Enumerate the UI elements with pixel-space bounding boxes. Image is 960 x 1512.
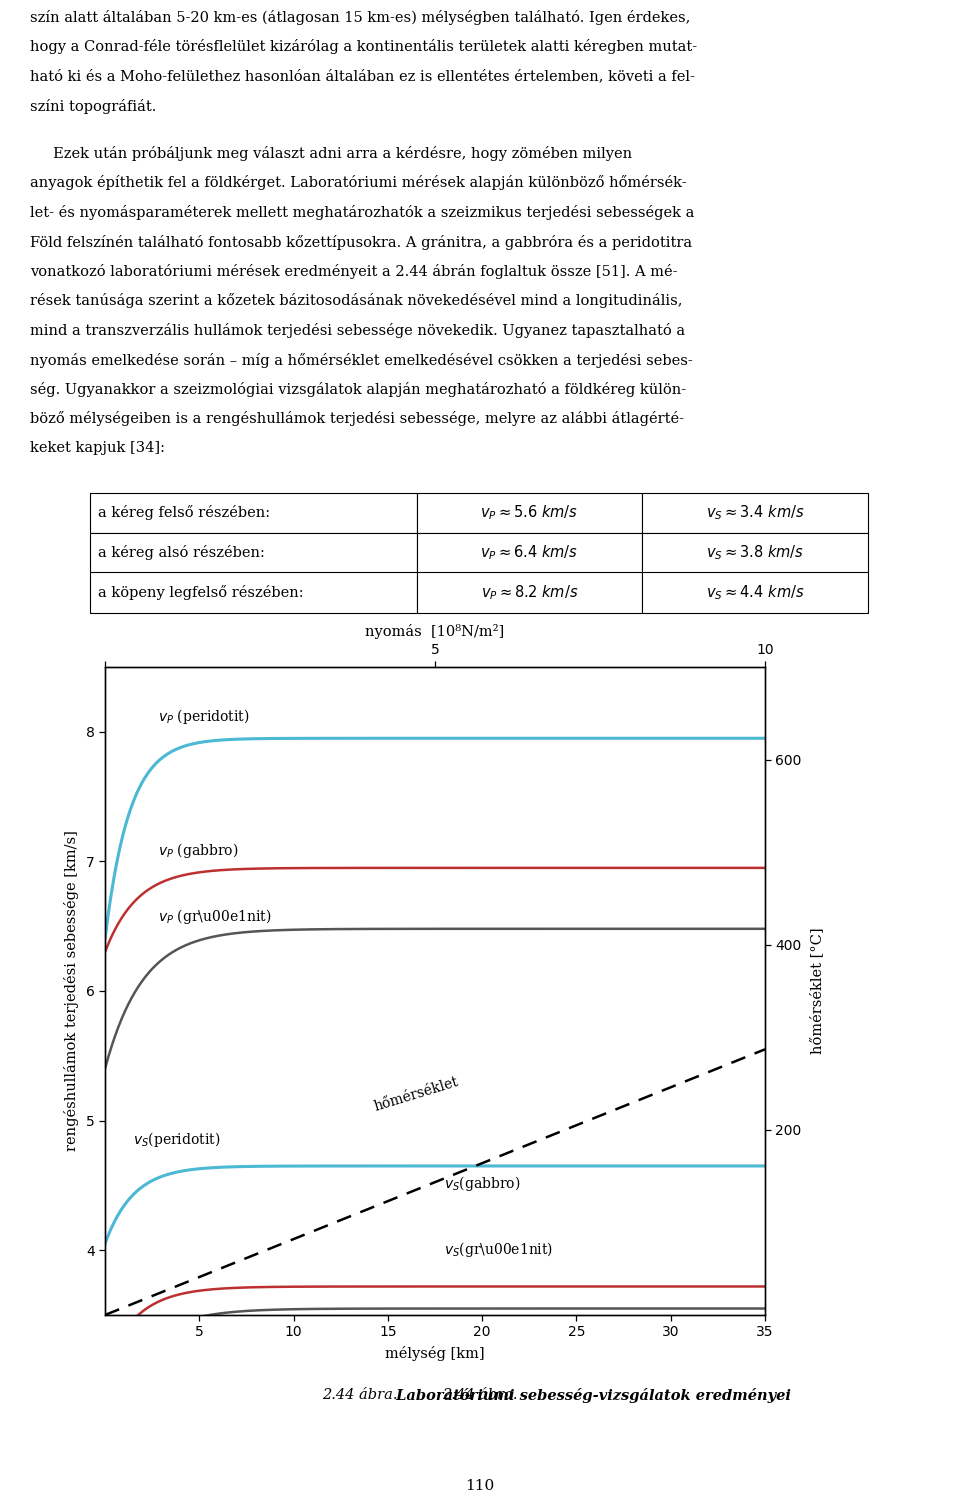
Text: ség. Ugyanakkor a szeizmológiai vizsgálatok alapján meghatározható a földkéreg k: ség. Ugyanakkor a szeizmológiai vizsgála… bbox=[30, 383, 686, 398]
Text: nyomás emelkedése során – míg a hőmérséklet emelkedésével csökken a terjedési se: nyomás emelkedése során – míg a hőmérsék… bbox=[30, 352, 693, 367]
Text: $v_P$ (gabbro): $v_P$ (gabbro) bbox=[157, 841, 238, 860]
Text: mind a transzverzális hullámok terjedési sebessége növekedik. Ugyanez tapasztalh: mind a transzverzális hullámok terjedési… bbox=[30, 324, 685, 339]
Text: $v_P \approx 8.2\ \mathit{km/s}$: $v_P \approx 8.2\ \mathit{km/s}$ bbox=[481, 584, 578, 602]
Text: Laboratóriumi sebesség-vizsgálatok eredményei: Laboratóriumi sebesség-vizsgálatok eredm… bbox=[391, 1388, 791, 1403]
Text: a köpeny legfelső részében:: a köpeny legfelső részében: bbox=[98, 585, 303, 600]
Text: $v_S$(gabbro): $v_S$(gabbro) bbox=[444, 1173, 520, 1193]
Text: ható ki és a Moho-felülethez hasonlóan általában ez is ellentétes értelemben, kö: ható ki és a Moho-felülethez hasonlóan á… bbox=[30, 70, 695, 83]
Y-axis label: rengéshullámok terjedési sebessége [km/s]: rengéshullámok terjedési sebessége [km/s… bbox=[63, 830, 79, 1152]
Text: $v_P \approx 5.6\ \mathit{km/s}$: $v_P \approx 5.6\ \mathit{km/s}$ bbox=[480, 503, 579, 522]
Text: rések tanúsága szerint a kőzetek bázitosodásának növekedésével mind a longitudin: rések tanúsága szerint a kőzetek bázitos… bbox=[30, 293, 683, 308]
Text: $v_P$ (gr\u00e1nit): $v_P$ (gr\u00e1nit) bbox=[157, 907, 271, 925]
Text: $v_S$(peridotit): $v_S$(peridotit) bbox=[133, 1129, 221, 1149]
Text: 2.44 ábra. Laboratóriumi sebesség-vizsgálatok eredményei: 2.44 ábra. Laboratóriumi sebesség-vizsgá… bbox=[239, 1388, 721, 1403]
Text: keket kapjuk [34]:: keket kapjuk [34]: bbox=[30, 442, 165, 455]
Text: $v_P$ (peridotit): $v_P$ (peridotit) bbox=[157, 708, 250, 726]
Text: hogy a Conrad-féle törésflelület kizárólag a kontinentális területek alatti kére: hogy a Conrad-féle törésflelület kizáról… bbox=[30, 39, 697, 54]
Text: a kéreg felső részében:: a kéreg felső részében: bbox=[98, 505, 270, 520]
Text: vonatkozó laboratóriumi mérések eredményeit a 2.44 ábrán foglaltuk össze [51]. A: vonatkozó laboratóriumi mérések eredmény… bbox=[30, 265, 678, 280]
Text: anyagok építhetik fel a földkérget. Laboratóriumi mérések alapján különböző hőmé: anyagok építhetik fel a földkérget. Labo… bbox=[30, 175, 686, 191]
Text: 2.44 ábra.: 2.44 ábra. bbox=[443, 1388, 517, 1402]
X-axis label: mélység [km]: mélység [km] bbox=[385, 1346, 485, 1361]
Text: $v_S$(gr\u00e1nit): $v_S$(gr\u00e1nit) bbox=[444, 1240, 554, 1259]
Text: let- és nyomásparaméterek mellett meghatározhatók a szeizmikus terjedési sebessé: let- és nyomásparaméterek mellett meghat… bbox=[30, 206, 694, 221]
Text: Föld felszínén található fontosabb kőzettípusokra. A gránitra, a gabbróra és a p: Föld felszínén található fontosabb kőzet… bbox=[30, 234, 692, 249]
Text: $v_S \approx 3.8\ \mathit{km/s}$: $v_S \approx 3.8\ \mathit{km/s}$ bbox=[707, 543, 804, 562]
Text: szín alatt általában 5-20 km-es (átlagosan 15 km-es) mélységben található. Igen : szín alatt általában 5-20 km-es (átlagos… bbox=[30, 11, 690, 26]
Text: hőmérséklet: hőmérséklet bbox=[372, 1075, 460, 1114]
Text: $v_S \approx 4.4\ \mathit{km/s}$: $v_S \approx 4.4\ \mathit{km/s}$ bbox=[706, 584, 804, 602]
Text: $v_S \approx 3.4\ \mathit{km/s}$: $v_S \approx 3.4\ \mathit{km/s}$ bbox=[706, 503, 804, 522]
Y-axis label: hőmérséklet [°C]: hőmérséklet [°C] bbox=[810, 928, 824, 1054]
Text: Ezek után próbáljunk meg választ adni arra a kérdésre, hogy zömében milyen: Ezek után próbáljunk meg választ adni ar… bbox=[30, 147, 632, 160]
Text: $v_P \approx 6.4\ \mathit{km/s}$: $v_P \approx 6.4\ \mathit{km/s}$ bbox=[480, 543, 579, 562]
Text: böző mélységeiben is a rengéshullámok terjedési sebessége, melyre az alábbi átla: böző mélységeiben is a rengéshullámok te… bbox=[30, 411, 684, 426]
Text: 2.44 ábra.: 2.44 ábra. bbox=[322, 1388, 397, 1402]
Text: színi topográfiát.: színi topográfiát. bbox=[30, 98, 156, 113]
Text: 110: 110 bbox=[466, 1479, 494, 1492]
Text: a kéreg alsó részében:: a kéreg alsó részében: bbox=[98, 544, 265, 559]
X-axis label: nyomás  [10⁸N/m²]: nyomás [10⁸N/m²] bbox=[366, 623, 505, 638]
